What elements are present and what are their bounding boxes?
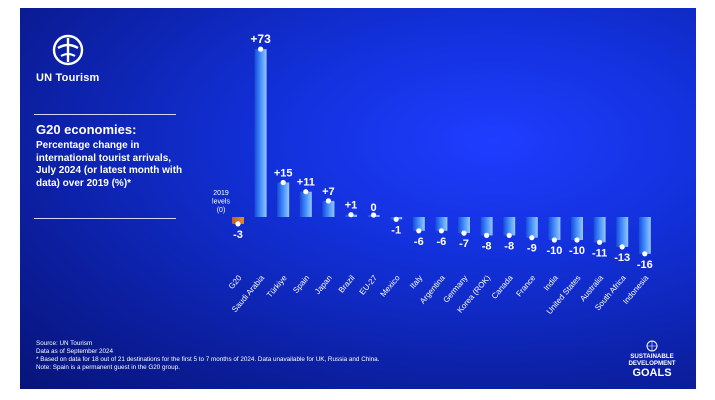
footer-note-1: * Based on data for 18 out of 21 destina…: [36, 356, 380, 363]
data-label: +15: [274, 168, 293, 180]
category-label: Canada: [490, 273, 515, 301]
brand-name: UN Tourism: [36, 72, 100, 84]
baseline-label-line: levels: [212, 199, 230, 206]
category-label: Türkiye: [265, 273, 289, 299]
value-marker: [461, 230, 467, 236]
bar-canada: [503, 217, 516, 236]
title-top-divider: [34, 114, 176, 115]
value-marker: [597, 239, 603, 245]
data-label: -8: [504, 240, 514, 252]
sdg-line-3: GOALS: [632, 367, 672, 379]
bar-germany: [458, 217, 470, 234]
bar-t-rkiye: [277, 182, 290, 217]
data-label: -13: [614, 252, 630, 264]
data-label: -1: [391, 224, 401, 236]
un-emblem-icon: [646, 340, 658, 352]
category-label: G20: [227, 273, 244, 291]
bar-indonesia: [638, 217, 651, 254]
data-label: -10: [546, 245, 562, 257]
value-marker: [551, 237, 558, 243]
value-marker: [235, 221, 241, 227]
category-label: India: [542, 273, 560, 292]
bar-argentina: [435, 217, 448, 231]
category-label: France: [514, 273, 537, 298]
value-marker: [438, 228, 444, 234]
value-marker: [619, 244, 625, 250]
value-marker: [303, 189, 309, 195]
data-label: -16: [637, 259, 653, 271]
data-label: -6: [414, 236, 424, 248]
bar-japan: [322, 200, 335, 217]
data-label: -9: [527, 243, 537, 255]
value-marker: [371, 212, 377, 218]
bar-australia: [593, 217, 606, 243]
value-marker: [280, 179, 286, 186]
chart-title: G20 economies:: [36, 122, 137, 137]
data-label: -3: [233, 229, 243, 241]
category-label: Italy: [408, 274, 424, 291]
footer-source: Source: UN Tourism: [36, 340, 93, 347]
sdg-line-1: SUSTAINABLE: [630, 353, 674, 360]
value-marker: [642, 251, 648, 257]
category-label: Brazil: [337, 273, 357, 294]
value-marker: [393, 216, 399, 222]
category-label: EU-27: [358, 273, 380, 297]
infographic-slide: UN Tourism G20 economies: Percentage cha…: [20, 8, 696, 389]
baseline-label-line: 2019: [213, 190, 229, 197]
value-marker: [416, 228, 422, 234]
data-label: -8: [482, 240, 492, 252]
chart-subtitle: Percentage change in international touri…: [36, 140, 183, 189]
data-label: 0: [371, 202, 377, 214]
value-marker: [348, 212, 354, 218]
value-marker: [484, 232, 490, 238]
data-label: -6: [437, 236, 447, 248]
category-label: Mexico: [379, 273, 403, 299]
title-bottom-divider: [34, 218, 176, 219]
data-label: +7: [322, 186, 335, 198]
data-label: +73: [250, 32, 271, 46]
footer-note-2: Note: Spain is a permanent guest in the …: [36, 364, 180, 371]
data-label: -11: [592, 247, 607, 259]
data-label: +11: [297, 177, 315, 189]
bar-south-africa: [616, 217, 629, 247]
bar-india: [548, 217, 561, 240]
value-marker: [325, 198, 331, 204]
footer-date: Data as of September 2024: [36, 348, 114, 355]
category-label: Japan: [313, 274, 334, 296]
data-label: -10: [569, 245, 585, 257]
sdg-logo: SUSTAINABLE DEVELOPMENT GOALS: [622, 340, 682, 379]
value-marker: [506, 232, 512, 238]
value-marker: [258, 46, 264, 52]
bar-spain: [299, 191, 312, 217]
bar-united-states: [571, 217, 583, 240]
value-marker: [529, 235, 535, 241]
baseline-label-line: (0): [217, 207, 226, 214]
value-marker: [574, 237, 580, 243]
bar-france: [525, 217, 538, 238]
sdg-line-2: DEVELOPMENT: [628, 360, 676, 367]
un-tourism-logo-icon: [52, 34, 84, 66]
bar-saudi-arabia: [254, 49, 267, 217]
category-label: Spain: [291, 274, 311, 295]
bar-g20: [232, 217, 244, 224]
bar-italy: [412, 217, 425, 231]
data-label: +1: [345, 200, 358, 212]
bar-korea-rok-: [480, 217, 493, 236]
data-label: -7: [459, 238, 469, 250]
